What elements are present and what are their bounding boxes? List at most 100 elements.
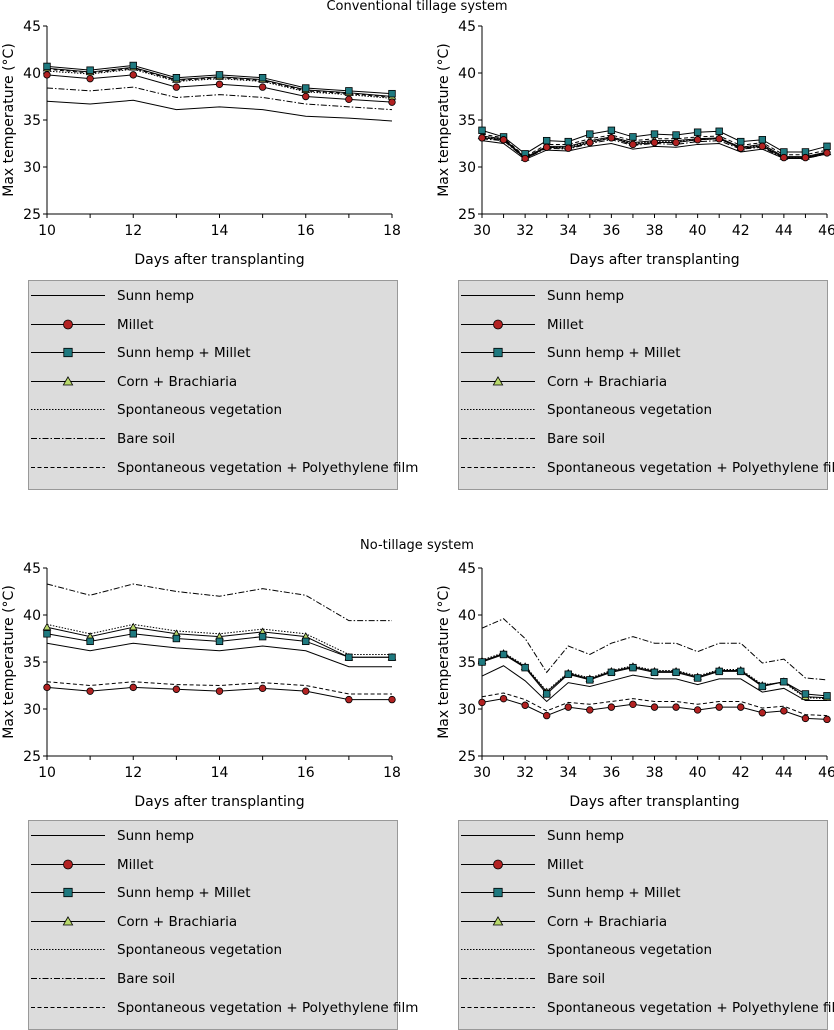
point-sunn-hemp-millet: [172, 634, 181, 643]
legend-swatch: [31, 295, 105, 296]
legend-item-millet: Millet: [459, 314, 829, 336]
point-sunn-hemp-millet: [607, 126, 616, 135]
point-millet: [693, 706, 702, 714]
point-sunn-hemp-millet: [672, 668, 680, 677]
y-tick-label: 25: [23, 207, 41, 223]
x-tick-label: 32: [516, 765, 534, 781]
series-millet: [43, 683, 396, 704]
legend-item-bare-soil: Bare soil: [459, 968, 829, 990]
y-tick-label: 45: [23, 19, 41, 35]
point-millet: [758, 709, 767, 717]
legend-marker: [492, 915, 504, 926]
legend-label: Spontaneous vegetation: [547, 402, 713, 419]
point-sunn-hemp-millet: [43, 62, 51, 71]
legend-label: Bare soil: [547, 431, 606, 447]
legend-label: Spontaneous vegetation: [117, 942, 283, 959]
legend-swatch: [461, 949, 535, 951]
point-millet: [607, 703, 616, 711]
point-sunn-hemp-millet: [478, 126, 486, 135]
point-millet: [693, 136, 702, 144]
legend-item-corn-brachiaria: Corn + Brachiaria: [459, 371, 829, 393]
legend-swatch: [461, 295, 535, 296]
legend-label: Sunn hemp: [117, 288, 195, 304]
y-tick-label: 25: [23, 749, 41, 765]
point-millet: [823, 149, 831, 157]
point-millet: [43, 71, 51, 79]
legend-label: Bare soil: [117, 431, 176, 447]
point-millet: [215, 80, 224, 88]
legend-label: Bare soil: [117, 971, 176, 987]
legend-label: Millet: [117, 856, 154, 873]
legend-swatch: [461, 348, 535, 358]
legend-swatch: [461, 859, 535, 869]
legend-no-tillage-left: Sunn hemp Millet Sunn hemp + Millet Corn + …: [28, 820, 418, 1030]
legend-marker: [63, 319, 73, 329]
point-millet: [672, 703, 680, 711]
point-millet: [542, 711, 551, 720]
legend-swatch: [31, 438, 105, 439]
legend-label: Millet: [547, 856, 584, 873]
point-millet: [215, 687, 224, 695]
legend-label: Spontaneous vegetation + Polyethylene fi…: [117, 999, 419, 1016]
y-tick-label: 35: [458, 113, 476, 129]
y-tick-label: 25: [458, 749, 476, 765]
axes: 25 30 35 40 45 10 12 14 16 18: [23, 561, 401, 781]
point-millet: [715, 703, 723, 711]
legend-item-millet: Millet: [29, 314, 399, 336]
point-sunn-hemp-millet: [780, 678, 788, 686]
section-title-conventional: Conventional tillage system: [326, 0, 508, 14]
point-millet: [478, 698, 486, 707]
legend-swatch: [31, 859, 105, 869]
point-millet: [129, 683, 137, 692]
series-sunn-hemp: [46, 642, 392, 668]
legend-conventional-right: Sunn hemp Millet Sunn hemp + Millet Corn + …: [458, 280, 834, 490]
point-sunn-hemp-millet: [129, 61, 137, 70]
series-line-bare-soil: [481, 138, 828, 160]
point-sunn-hemp-millet: [801, 690, 810, 698]
legend-item-corn-brachiaria: Corn + Brachiaria: [459, 911, 829, 933]
legend-swatch: [461, 915, 535, 926]
y-axis-label: Max temperature (°C): [1, 43, 17, 197]
point-millet: [758, 142, 767, 151]
legend-swatch: [31, 319, 105, 329]
y-tick-label: 45: [458, 19, 476, 35]
x-tick-label: 40: [689, 765, 707, 781]
x-tick-label: 46: [818, 223, 834, 239]
point-millet: [258, 83, 267, 91]
legend-item-sunn-hemp: Sunn hemp: [29, 285, 399, 307]
point-sunn-hemp-millet: [302, 84, 310, 92]
y-axis-label: Max temperature (°C): [436, 585, 452, 739]
x-tick-label: 18: [383, 223, 401, 239]
point-millet: [302, 92, 310, 101]
series-line-bare-soil: [46, 583, 392, 622]
legend-conventional-left: Sunn hemp Millet Sunn hemp + Millet Corn + …: [28, 280, 418, 490]
legend-swatch: [461, 1006, 535, 1008]
legend-swatch: [461, 978, 535, 979]
legend-swatch: [461, 319, 535, 329]
legend-label: Sunn hemp + Millet: [547, 885, 681, 902]
point-millet: [564, 144, 572, 152]
y-tick-label: 35: [23, 655, 41, 671]
y-tick-label: 35: [23, 113, 41, 129]
point-sunn-hemp-millet: [345, 653, 353, 661]
point-sunn-hemp-millet: [86, 66, 94, 74]
legend-item-spontaneous-vegetation: Spontaneous vegetation: [29, 399, 399, 421]
point-sunn-hemp-millet: [86, 637, 94, 646]
series-line-spontaneous-vegetation-polyethylene-film: [46, 681, 392, 695]
legend-item-sunn-hemp: Sunn hemp: [459, 285, 829, 307]
series-line-sunn-hemp: [481, 140, 828, 161]
point-millet: [629, 700, 637, 708]
legend-marker: [63, 859, 73, 869]
point-sunn-hemp-millet: [629, 133, 637, 141]
x-tick-label: 30: [473, 765, 491, 781]
legend-marker: [63, 348, 73, 358]
point-sunn-hemp-millet: [758, 682, 767, 691]
x-tick-label: 16: [297, 765, 315, 781]
legend-swatch: [31, 348, 105, 358]
point-sunn-hemp-millet: [43, 630, 51, 638]
legend-swatch: [31, 915, 105, 926]
legend-item-spontaneous-vegetation-polyethylene-film: Spontaneous vegetation + Polyethylene fi…: [459, 457, 834, 479]
series-line-sunn-hemp: [481, 665, 827, 703]
